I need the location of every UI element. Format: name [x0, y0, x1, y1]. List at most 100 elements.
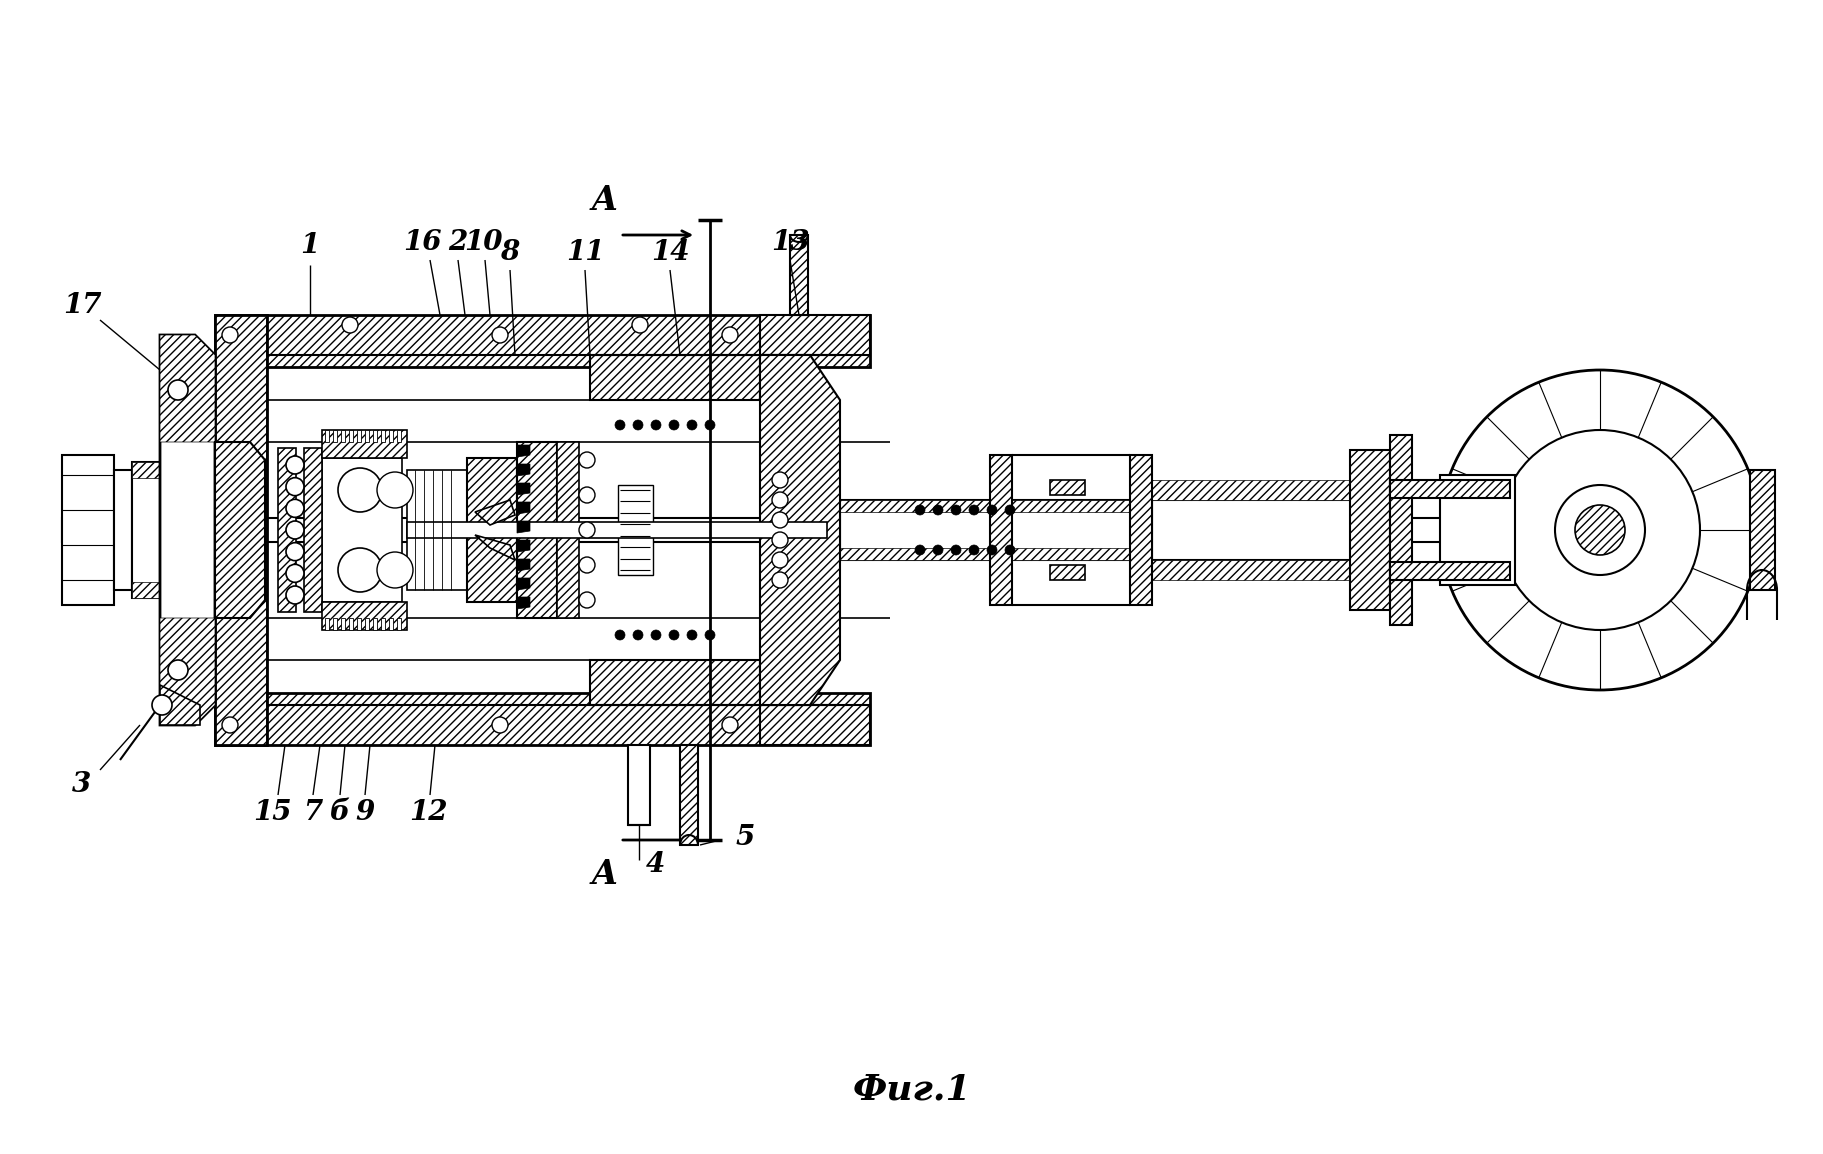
- Circle shape: [1499, 430, 1699, 630]
- Text: Фиг.1: Фиг.1: [851, 1073, 972, 1107]
- Polygon shape: [160, 335, 215, 725]
- Bar: [407, 470, 467, 590]
- Bar: [1748, 470, 1774, 590]
- Circle shape: [286, 586, 304, 604]
- Circle shape: [222, 327, 237, 343]
- Circle shape: [722, 717, 738, 733]
- Polygon shape: [516, 464, 530, 475]
- Circle shape: [343, 317, 357, 334]
- Text: 10: 10: [463, 228, 501, 255]
- Circle shape: [950, 545, 961, 555]
- Circle shape: [337, 548, 381, 592]
- Bar: [1389, 562, 1509, 580]
- Circle shape: [968, 505, 979, 515]
- Text: б: б: [330, 800, 350, 826]
- Polygon shape: [381, 619, 385, 630]
- Polygon shape: [516, 445, 530, 457]
- Polygon shape: [357, 619, 361, 630]
- Circle shape: [377, 552, 412, 589]
- Circle shape: [771, 472, 788, 488]
- Circle shape: [950, 505, 961, 515]
- Bar: [62, 455, 113, 605]
- Text: 4: 4: [645, 852, 664, 878]
- Circle shape: [915, 545, 924, 555]
- Polygon shape: [160, 335, 215, 442]
- Polygon shape: [474, 535, 514, 560]
- Bar: [1438, 475, 1515, 585]
- Polygon shape: [160, 685, 201, 725]
- Circle shape: [151, 695, 171, 715]
- Polygon shape: [131, 462, 160, 478]
- Text: 16: 16: [403, 228, 441, 255]
- Polygon shape: [365, 430, 368, 442]
- Polygon shape: [215, 442, 264, 619]
- Polygon shape: [215, 315, 266, 745]
- Circle shape: [933, 505, 942, 515]
- Polygon shape: [516, 502, 530, 514]
- Circle shape: [771, 492, 788, 508]
- Circle shape: [578, 592, 594, 608]
- Circle shape: [168, 660, 188, 680]
- Text: 8: 8: [500, 239, 520, 265]
- Polygon shape: [589, 660, 760, 705]
- Circle shape: [286, 520, 304, 539]
- Bar: [627, 745, 649, 825]
- Circle shape: [168, 380, 188, 400]
- Polygon shape: [215, 315, 870, 367]
- Circle shape: [1555, 485, 1644, 575]
- Polygon shape: [840, 500, 1189, 512]
- Polygon shape: [388, 619, 392, 630]
- Circle shape: [986, 545, 997, 555]
- Text: 17: 17: [62, 292, 102, 319]
- Circle shape: [377, 472, 412, 508]
- Circle shape: [492, 327, 509, 343]
- Bar: [407, 522, 826, 538]
- Text: A: A: [592, 859, 618, 892]
- Circle shape: [633, 630, 644, 640]
- Circle shape: [706, 420, 715, 430]
- Circle shape: [687, 630, 696, 640]
- Circle shape: [968, 545, 979, 555]
- Circle shape: [1438, 370, 1759, 690]
- Circle shape: [286, 478, 304, 496]
- Circle shape: [578, 522, 594, 538]
- Circle shape: [578, 557, 594, 574]
- Circle shape: [1004, 545, 1014, 555]
- Polygon shape: [516, 597, 530, 609]
- Polygon shape: [324, 619, 328, 630]
- Circle shape: [337, 469, 381, 512]
- Circle shape: [633, 420, 644, 430]
- Bar: [323, 602, 407, 630]
- Bar: [516, 442, 556, 619]
- Polygon shape: [341, 430, 345, 442]
- Bar: [1152, 500, 1382, 560]
- Bar: [1389, 480, 1509, 499]
- Polygon shape: [341, 619, 345, 630]
- Polygon shape: [131, 582, 160, 598]
- Circle shape: [1004, 505, 1014, 515]
- Polygon shape: [357, 430, 361, 442]
- Bar: [277, 448, 295, 612]
- Text: 1: 1: [301, 232, 319, 258]
- Polygon shape: [589, 355, 760, 400]
- Bar: [990, 455, 1012, 605]
- Polygon shape: [516, 484, 530, 495]
- Circle shape: [631, 317, 647, 334]
- Circle shape: [578, 487, 594, 503]
- Bar: [1389, 435, 1411, 625]
- Polygon shape: [516, 578, 530, 590]
- Text: 15: 15: [253, 800, 292, 826]
- Circle shape: [915, 505, 924, 515]
- Circle shape: [706, 630, 715, 640]
- Circle shape: [286, 564, 304, 583]
- Polygon shape: [760, 355, 840, 705]
- Polygon shape: [365, 619, 368, 630]
- Text: 2: 2: [448, 228, 467, 255]
- Circle shape: [669, 630, 678, 640]
- Bar: [1349, 450, 1389, 610]
- Circle shape: [222, 717, 237, 733]
- Circle shape: [492, 717, 509, 733]
- Polygon shape: [397, 430, 401, 442]
- Polygon shape: [334, 619, 337, 630]
- Polygon shape: [372, 619, 377, 630]
